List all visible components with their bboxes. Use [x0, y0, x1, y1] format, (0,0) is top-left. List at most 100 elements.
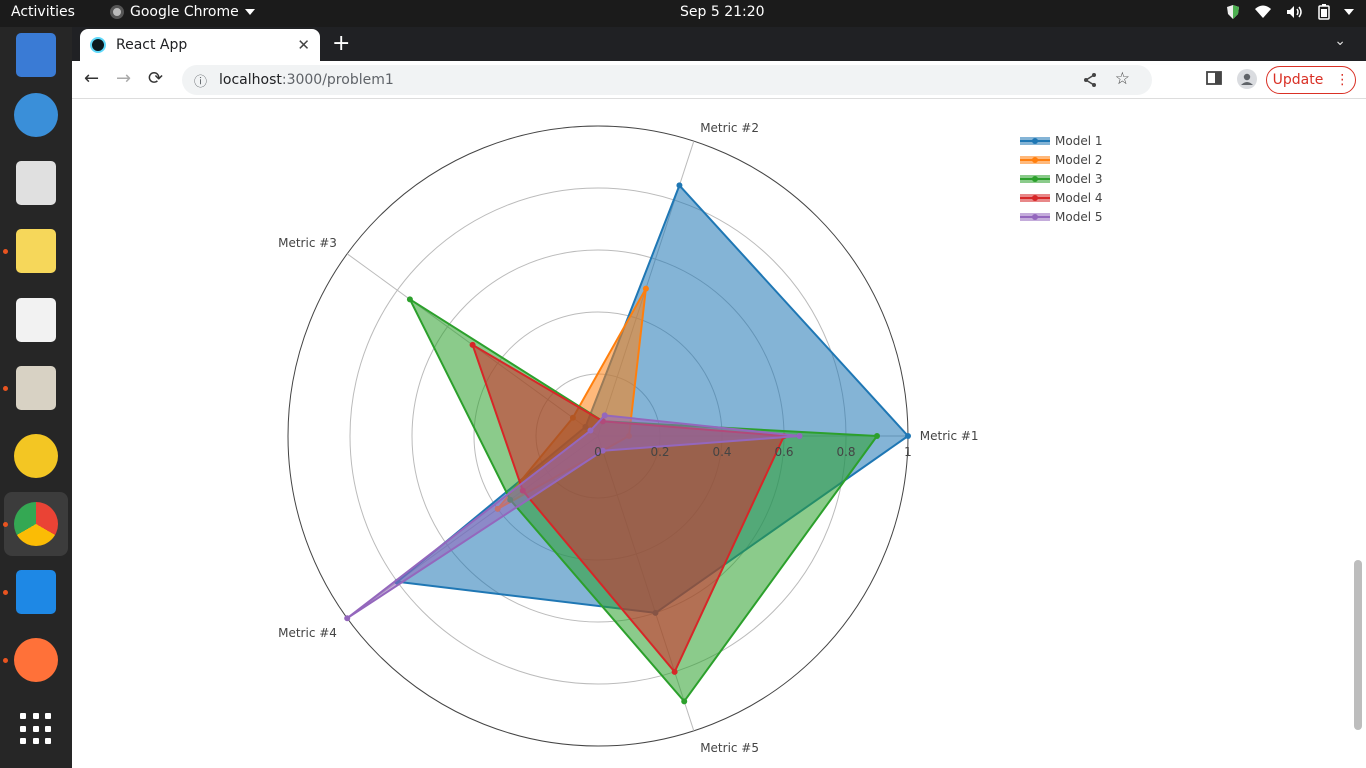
- data-point: [796, 433, 803, 439]
- scrollbar-thumb[interactable]: [1354, 560, 1362, 730]
- document-viewer-icon: [16, 161, 56, 205]
- bookmark-star-icon[interactable]: ☆: [1114, 69, 1130, 89]
- firefox-icon: [14, 638, 58, 682]
- shows-icon: [20, 713, 52, 745]
- url-path: :3000/problem1: [281, 72, 394, 88]
- running-indicator: [3, 249, 8, 254]
- clock[interactable]: Sep 5 21:20: [680, 4, 765, 20]
- tab-strip: React App ✕ + ⌄: [72, 27, 1366, 61]
- chrome-app[interactable]: [4, 492, 68, 556]
- rhythmbox-app[interactable]: [4, 424, 68, 488]
- tab-react-app[interactable]: React App ✕: [80, 29, 320, 61]
- chrome-icon: [14, 502, 58, 546]
- axis-label: Metric #5: [700, 741, 759, 755]
- sticky-notes-app[interactable]: [4, 219, 68, 283]
- system-top-bar: Activities Google Chrome Sep 5 21:20: [0, 0, 1366, 27]
- axis-label: Metric #4: [278, 626, 337, 640]
- tab-search-chevron-icon[interactable]: ⌄: [1334, 33, 1346, 49]
- legend-marker: [1032, 157, 1038, 163]
- radial-tick-label: 0: [594, 445, 602, 459]
- vscode-app[interactable]: [4, 560, 68, 624]
- tab-title: React App: [116, 37, 188, 53]
- wifi-icon: [1255, 5, 1271, 18]
- text-editor-2-app[interactable]: [4, 288, 68, 352]
- legend-marker: [1032, 214, 1038, 220]
- files-icon: [16, 366, 56, 410]
- reload-icon[interactable]: ⟳: [148, 68, 164, 89]
- system-tray[interactable]: [1226, 4, 1354, 20]
- series-area-5: [346, 414, 801, 620]
- side-panel-icon[interactable]: [1206, 70, 1222, 86]
- url-host: localhost: [219, 72, 282, 88]
- legend-label: Model 4: [1055, 191, 1102, 205]
- radial-tick-label: 0.2: [650, 445, 669, 459]
- document-viewer-app[interactable]: [4, 151, 68, 215]
- running-indicator: [3, 590, 8, 595]
- radial-tick-label: 1: [904, 445, 912, 459]
- close-icon[interactable]: ✕: [297, 36, 310, 54]
- radial-tick-label: 0.8: [836, 445, 855, 459]
- data-point: [344, 615, 351, 622]
- data-point: [599, 447, 606, 454]
- activities-button[interactable]: Activities: [11, 4, 75, 20]
- forward-arrow-icon[interactable]: →: [116, 68, 132, 89]
- info-icon[interactable]: ⓘ: [194, 74, 208, 90]
- data-point: [601, 412, 608, 419]
- help-app[interactable]: [4, 83, 68, 147]
- address-bar[interactable]: ⓘ localhost:3000/problem1 ☆: [182, 65, 1152, 95]
- update-label: Update: [1272, 72, 1324, 88]
- help-icon: [14, 93, 58, 137]
- data-point: [406, 296, 413, 303]
- sticky-notes-icon: [16, 229, 56, 273]
- text-editor-2-icon: [16, 298, 56, 342]
- data-point: [905, 433, 911, 439]
- legend-marker: [1032, 195, 1038, 201]
- app-menu[interactable]: Google Chrome: [110, 4, 255, 20]
- running-indicator: [3, 658, 8, 663]
- axis-label: Metric #1: [920, 429, 979, 443]
- axis-label: Metric #3: [278, 236, 337, 250]
- running-indicator: [3, 522, 8, 527]
- data-point: [469, 341, 476, 348]
- new-tab-button[interactable]: +: [332, 31, 351, 56]
- scrollbar[interactable]: [1354, 105, 1362, 765]
- battery-icon: [1318, 4, 1330, 20]
- data-point: [587, 427, 594, 434]
- profile-avatar-icon[interactable]: [1237, 69, 1257, 89]
- page-content: 0 0.2 0.4 0.6 0.8 1 Metric #1 Metric #2 Metric #…: [72, 99, 1366, 768]
- chrome-icon: [110, 5, 124, 19]
- radial-tick-label: 0.4: [712, 445, 731, 459]
- legend-label: Model 2: [1055, 153, 1102, 167]
- app-menu-label: Google Chrome: [130, 4, 239, 20]
- update-button[interactable]: Update ⋮: [1266, 66, 1356, 94]
- chevron-down-icon: [1344, 9, 1354, 15]
- browser-toolbar: ← → ⟳ ⓘ localhost:3000/problem1 ☆ Update…: [72, 61, 1366, 99]
- legend-label: Model 5: [1055, 210, 1102, 224]
- axis-label: Metric #2: [700, 121, 759, 135]
- share-icon[interactable]: [1082, 72, 1098, 88]
- show-apps[interactable]: [4, 697, 68, 761]
- files-app[interactable]: [4, 356, 68, 420]
- data-point: [874, 433, 880, 439]
- legend-marker: [1032, 176, 1038, 182]
- text-editor-app[interactable]: [4, 23, 68, 87]
- back-arrow-icon[interactable]: ←: [84, 68, 100, 89]
- radial-tick-label: 0.6: [774, 445, 793, 459]
- react-favicon-icon: [90, 37, 106, 53]
- shield-icon: [1227, 5, 1239, 19]
- data-point: [676, 182, 683, 189]
- legend-label: Model 3: [1055, 172, 1102, 186]
- legend-marker: [1032, 138, 1038, 144]
- firefox-app[interactable]: [4, 628, 68, 692]
- chevron-down-icon: [244, 9, 255, 15]
- running-indicator: [3, 386, 8, 391]
- data-point: [681, 698, 688, 705]
- dock: [0, 27, 72, 768]
- radar-chart: 0 0.2 0.4 0.6 0.8 1 Metric #1 Metric #2 Metric #…: [278, 121, 1102, 755]
- vscode-icon: [16, 570, 56, 614]
- data-point: [671, 668, 678, 675]
- text-editor-icon: [16, 33, 56, 77]
- volume-icon: [1287, 6, 1302, 18]
- rhythmbox-icon: [14, 434, 58, 478]
- legend-label: Model 1: [1055, 134, 1102, 148]
